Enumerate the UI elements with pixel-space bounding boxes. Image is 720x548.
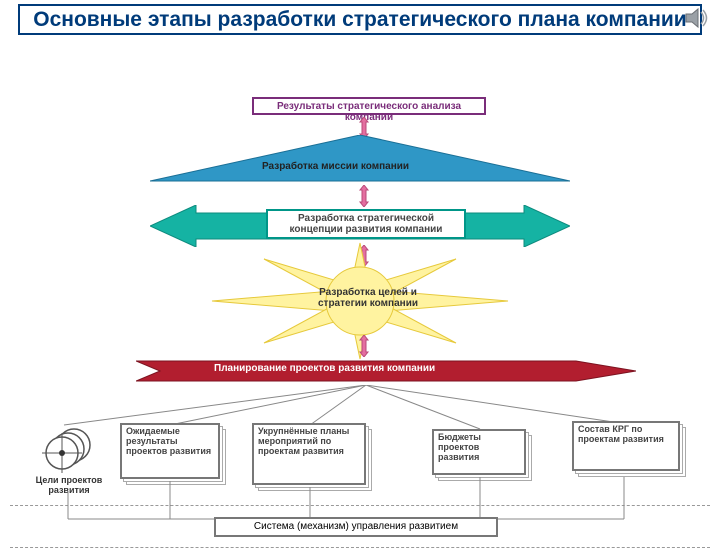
page-title: Основные этапы разработки стратегическог… [18,4,702,35]
stage-3-box: Разработка стратегической концепции разв… [266,209,466,239]
stage-3-text: Разработка стратегической концепции разв… [290,213,443,235]
stage-1-box: Результаты стратегического анализа компа… [252,97,486,115]
arrow-down-icon [356,185,372,207]
bottom-box-2: Укрупнённые планы мероприятий по проекта… [252,423,366,485]
arrow-down-icon [356,335,372,357]
target-icon [34,423,100,473]
bottom-box-4: Состав КРГ по проектам развития [572,421,680,471]
footer-box: Система (механизм) управления развитием [214,517,498,537]
stage-5-text: Планирование проектов развития компании [214,363,435,374]
speaker-icon [684,7,710,29]
stage-4-text: Разработка целей и стратегии компании [318,287,418,309]
bottom-box-3: Бюджеты проектов развития [432,429,526,475]
stage-4-box: Разработка целей и стратегии компании [300,287,436,309]
stage-2-text: Разработка миссии компании [262,161,409,172]
bottom-box-1: Ожидаемые результаты проектов развития [120,423,220,479]
